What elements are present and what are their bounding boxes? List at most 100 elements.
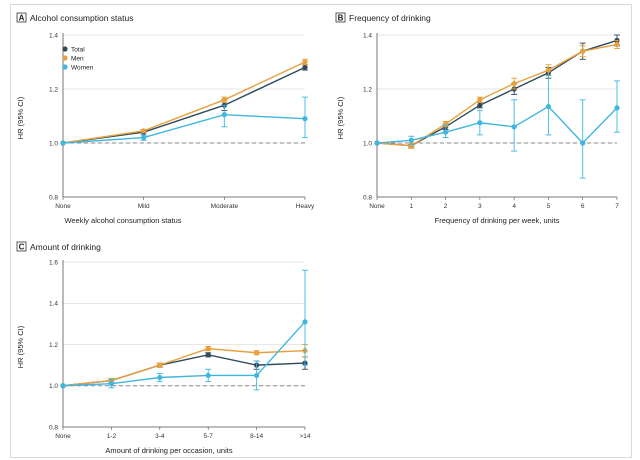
- panel-b-ytick-label: 1.2: [363, 86, 372, 93]
- panel-b-women-point: [580, 140, 586, 146]
- panel-c-women-point: [205, 372, 211, 379]
- panel-b-men-point: [545, 67, 552, 73]
- panel-a-total-point: [302, 64, 308, 70]
- panel-b-women-point: [545, 103, 552, 110]
- panel-a-ytick-label: 1.4: [49, 32, 58, 39]
- panel-c-ytick-label: 1.6: [49, 259, 58, 266]
- panel-b-women-point: [511, 124, 517, 130]
- panel-c-men-point: [205, 346, 211, 352]
- panel-a-ytick-label: 1.2: [49, 86, 58, 93]
- panel-b-badge: [335, 12, 346, 23]
- panel-b-men-point: [511, 81, 517, 87]
- panel-b-women-line: [376, 105, 618, 145]
- panel-c-xtick-label: >14: [299, 433, 310, 440]
- panel-c-women-point: [157, 374, 163, 381]
- panel-b-women-point: [477, 120, 483, 126]
- panel-b-xtick-label: 6: [581, 203, 585, 210]
- figure: A Alcohol consumption status Weekly alco…: [10, 4, 632, 458]
- panel-a-ytick-label: 0.8: [49, 194, 58, 201]
- panel-c-ylabel: HR (95% CI): [16, 325, 25, 368]
- panel-a-women-point: [302, 116, 308, 122]
- panel-a-xtick-label: None: [55, 203, 71, 210]
- panel-a-plot: 0.8 1.0 1.2 1.4 None Mild Moderate Heavy: [49, 32, 315, 210]
- panel-b-women-point: [614, 105, 620, 111]
- panel-a-men-point: [302, 59, 308, 65]
- panel-a-badge: [16, 12, 27, 23]
- panel-a-xtick-label: Heavy: [296, 203, 315, 210]
- panel-b-men-point: [614, 41, 620, 48]
- panel-a-header: A Alcohol consumption status: [16, 12, 133, 23]
- panel-c-plot: 0.8 1.0 1.2 1.4 1.6 None 1-2 3-4 5-7 8-14 >14: [49, 259, 311, 440]
- panel-b-xtick-label: 7: [615, 203, 619, 210]
- panel-c-men-line: [62, 347, 306, 387]
- panel-b-ytick-label: 0.8: [363, 194, 372, 201]
- panel-b-ytick-label: 1.0: [363, 140, 372, 147]
- panel-b-plot: 0.8 1.0 1.2 1.4 None 1 2 3 4 5 6 7: [363, 32, 620, 210]
- panel-b-title: Frequency of drinking: [349, 13, 431, 23]
- panel-a-xlabel: Weekly alcohol consumption status: [64, 216, 181, 225]
- legend-women-label: Women: [71, 65, 94, 72]
- panel-b-ylabel: HR (95% CI): [336, 96, 345, 139]
- panel-c-letter: C: [19, 243, 25, 252]
- panel-c-xtick-label: 5-7: [203, 433, 213, 440]
- panel-c-men-point: [254, 350, 260, 356]
- legend-women-swatch: [62, 64, 68, 70]
- panel-c-ytick-label: 1.4: [49, 301, 58, 308]
- panel-c-women-point: [60, 383, 66, 389]
- panel-c-badge: [16, 241, 27, 252]
- panel-c-women-point: [108, 381, 114, 387]
- panel-c-women-line: [62, 321, 306, 387]
- panel-c-women-point: [302, 319, 308, 325]
- panel-b: B Frequency of drinking Frequency of dri…: [335, 12, 620, 225]
- panel-a-men-point: [221, 97, 227, 103]
- panel-a: A Alcohol consumption status Weekly alco…: [16, 12, 315, 225]
- panel-c-xtick-label: 1-2: [107, 433, 117, 440]
- panel-a-men-line: [62, 61, 306, 144]
- panel-b-xtick-label: None: [369, 203, 385, 210]
- panel-a-women-point: [60, 140, 66, 146]
- panel-a-ylabel: HR (95% CI): [16, 96, 25, 139]
- panel-c: C Amount of drinking Amount of drinking …: [16, 241, 311, 455]
- panel-b-xtick-label: 4: [512, 203, 516, 210]
- panel-a-ytick-label: 1.0: [49, 140, 58, 147]
- legend-total-label: Total: [71, 47, 85, 54]
- panel-c-xtick-label: None: [55, 433, 71, 440]
- figure-canvas: A Alcohol consumption status Weekly alco…: [16, 12, 620, 455]
- panel-c-xlabel: Amount of drinking per occasion, units: [105, 446, 232, 455]
- panel-c-ytick-label: 1.2: [49, 342, 58, 349]
- panel-b-men-point: [580, 48, 586, 54]
- panel-b-header: B Frequency of drinking: [335, 12, 431, 23]
- panel-b-xtick-label: 3: [478, 203, 482, 210]
- panel-b-ytick-label: 1.4: [363, 32, 372, 39]
- panel-a-xtick-label: Moderate: [211, 203, 239, 210]
- legend-men-swatch: [62, 55, 68, 61]
- panel-b-letter: B: [338, 14, 344, 23]
- panel-a-xtick-label: Mild: [138, 203, 150, 210]
- panel-c-ytick-label: 1.0: [49, 383, 58, 390]
- panel-b-women-point: [374, 140, 380, 146]
- panel-c-title: Amount of drinking: [30, 242, 101, 252]
- panel-b-xtick-label: 1: [409, 203, 413, 210]
- panel-c-women-point: [254, 372, 260, 379]
- panel-c-men-point: [157, 362, 163, 368]
- panel-a-letter: A: [19, 14, 25, 23]
- panel-c-xtick-label: 8-14: [250, 433, 263, 440]
- panel-c-xtick-label: 3-4: [155, 433, 165, 440]
- panel-b-men-point: [477, 97, 483, 103]
- panel-a-legend: Total Men Women: [62, 46, 94, 72]
- panel-a-title: Alcohol consumption status: [30, 13, 133, 23]
- panel-b-total-point: [477, 102, 483, 108]
- panel-a-women-point: [141, 135, 147, 141]
- panel-b-xtick-label: 5: [547, 203, 551, 210]
- legend-men-label: Men: [71, 56, 84, 63]
- panel-b-men-line: [376, 43, 618, 147]
- panel-c-header: C Amount of drinking: [16, 241, 101, 252]
- panel-b-xlabel: Frequency of drinking per week, units: [435, 216, 560, 225]
- panel-b-women-point: [442, 129, 449, 135]
- panel-a-women-line: [62, 113, 306, 144]
- panel-c-total-line: [62, 354, 306, 387]
- legend-total-swatch: [62, 46, 68, 52]
- panel-b-women-point: [408, 137, 414, 143]
- panel-a-women-point: [221, 112, 227, 118]
- panel-c-total-point: [205, 352, 211, 358]
